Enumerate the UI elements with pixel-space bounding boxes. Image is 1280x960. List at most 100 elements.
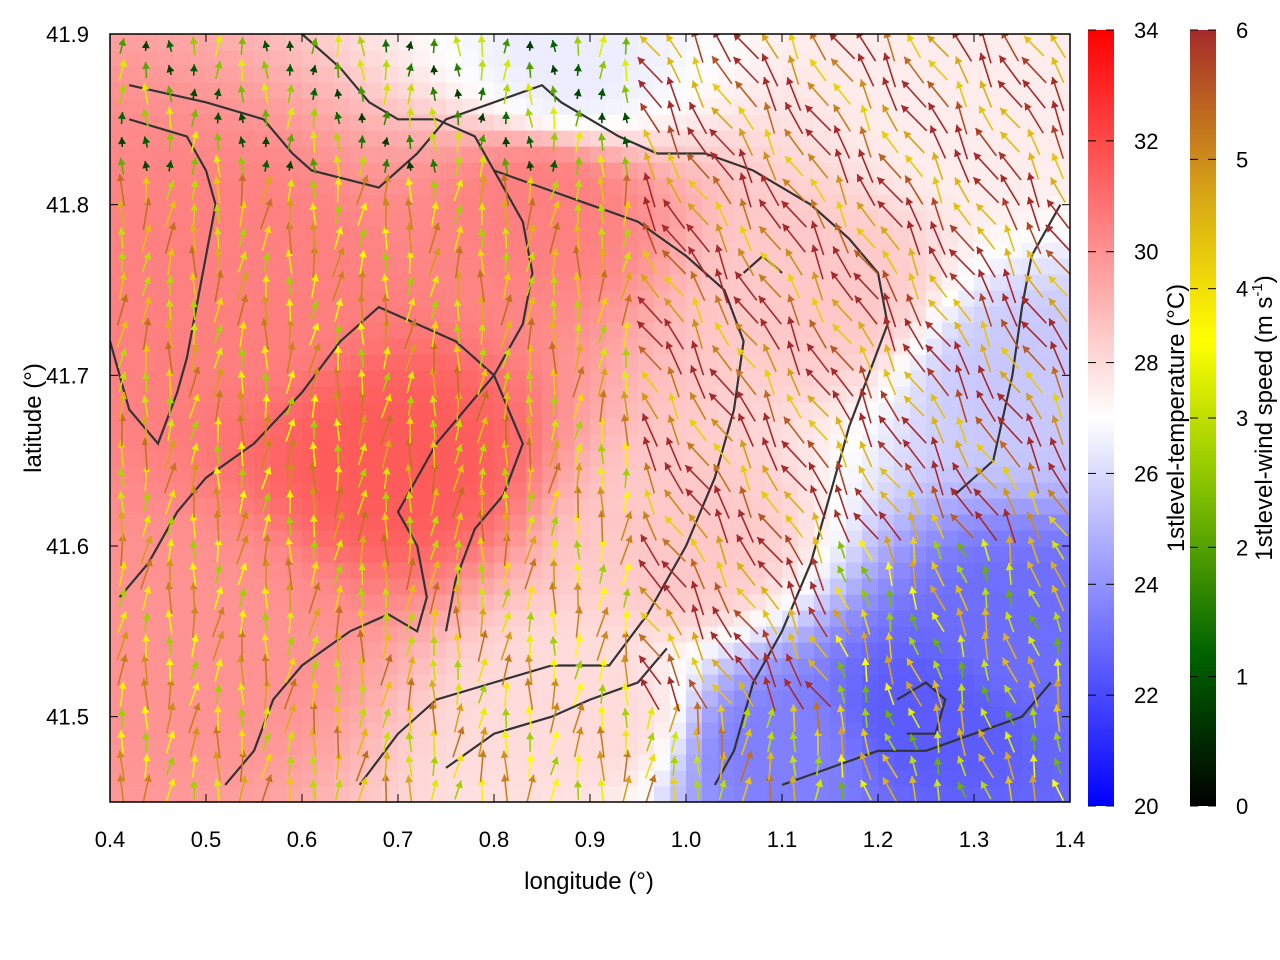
heatmap-cell — [702, 210, 719, 227]
heatmap-cell — [702, 338, 719, 355]
heatmap-cell — [174, 194, 191, 211]
heatmap-cell — [510, 466, 527, 483]
heatmap-cell — [910, 194, 927, 211]
heatmap-cell — [878, 210, 895, 227]
heatmap-cell — [366, 258, 383, 275]
heatmap-cell — [942, 530, 959, 547]
heatmap-cell — [1038, 482, 1055, 499]
heatmap-cell — [558, 322, 575, 339]
heatmap-cell — [270, 34, 287, 51]
heatmap-cell — [318, 658, 335, 675]
heatmap-cell — [910, 386, 927, 403]
heatmap-cell — [110, 98, 127, 115]
heatmap-cell — [558, 690, 575, 707]
heatmap-cell — [414, 130, 431, 147]
heatmap-cell — [974, 98, 991, 115]
heatmap-cell — [286, 50, 303, 67]
heatmap-cell — [462, 466, 479, 483]
heatmap-cell — [542, 690, 559, 707]
heatmap-cell — [366, 770, 383, 787]
heatmap-cell — [606, 546, 623, 563]
heatmap-cell — [174, 162, 191, 179]
heatmap-cell — [462, 34, 479, 51]
heatmap-cell — [590, 498, 607, 515]
heatmap-cell — [910, 130, 927, 147]
heatmap-cell — [414, 738, 431, 755]
heatmap-cell — [126, 130, 143, 147]
heatmap-cell — [270, 562, 287, 579]
heatmap-cell — [254, 50, 271, 67]
heatmap-cell — [926, 306, 943, 323]
heatmap-cell — [894, 434, 911, 451]
heatmap-cell — [526, 738, 543, 755]
heatmap-cell — [1038, 258, 1055, 275]
heatmap-cell — [206, 50, 223, 67]
heatmap-cell — [510, 178, 527, 195]
heatmap-cell — [302, 690, 319, 707]
heatmap-cell — [126, 674, 143, 691]
heatmap-cell — [974, 210, 991, 227]
wind-arrow — [141, 275, 151, 297]
heatmap-cell — [814, 50, 831, 67]
heatmap-cell — [350, 162, 367, 179]
heatmap-cell — [654, 690, 671, 707]
wind-arrow — [165, 756, 175, 776]
heatmap-cell — [350, 50, 367, 67]
heatmap-cell — [462, 338, 479, 355]
wind-arrow — [117, 157, 126, 175]
heatmap-cell — [750, 610, 767, 627]
heatmap-cell — [526, 466, 543, 483]
heatmap-cell — [750, 146, 767, 163]
heatmap-cell — [750, 130, 767, 147]
heatmap-cell — [510, 754, 527, 771]
heatmap-cell — [670, 50, 687, 67]
heatmap-cell — [846, 674, 863, 691]
heatmap-cell — [142, 450, 159, 467]
heatmap-cell — [510, 738, 527, 755]
heatmap-cell — [558, 34, 575, 51]
heatmap-cell — [622, 738, 639, 755]
heatmap-cell — [270, 594, 287, 611]
heatmap-cell — [286, 306, 303, 323]
heatmap-cell — [958, 114, 975, 131]
heatmap-cell — [206, 738, 223, 755]
heatmap-cell — [366, 658, 383, 675]
heatmap-cell — [318, 690, 335, 707]
heatmap-cell — [318, 338, 335, 355]
heatmap-cell — [670, 786, 687, 802]
heatmap-cell — [622, 242, 639, 259]
heatmap-cell — [510, 530, 527, 547]
heatmap-cell — [414, 594, 431, 611]
heatmap-cell — [222, 562, 239, 579]
heatmap-cell — [398, 690, 415, 707]
heatmap-cell — [1022, 242, 1039, 259]
heatmap-cell — [414, 466, 431, 483]
heatmap-cell — [974, 642, 991, 659]
heatmap-cell — [830, 690, 847, 707]
heatmap-cell — [894, 562, 911, 579]
heatmap-cell — [446, 450, 463, 467]
heatmap-cell — [414, 690, 431, 707]
heatmap-cell — [766, 194, 783, 211]
contour-line — [118, 305, 524, 632]
temperature-colorbar — [1088, 30, 1114, 806]
wind-arrow — [142, 515, 151, 537]
heatmap-cell — [254, 498, 271, 515]
heatmap-cell — [222, 322, 239, 339]
heatmap-cell — [574, 98, 591, 115]
heatmap-cell — [958, 770, 975, 787]
wind-arrow — [141, 371, 150, 393]
heatmap-cell — [510, 514, 527, 531]
heatmap-cell — [1054, 690, 1070, 707]
heatmap-cell — [126, 690, 143, 707]
wind-arrow — [117, 199, 125, 229]
heatmap-cell — [334, 402, 351, 419]
heatmap-cell — [846, 642, 863, 659]
heatmap-cell — [414, 626, 431, 643]
heatmap-cell — [542, 50, 559, 67]
heatmap-cell — [1038, 610, 1055, 627]
heatmap-cell — [110, 786, 127, 802]
heatmap-cell — [318, 722, 335, 739]
heatmap-cell — [318, 610, 335, 627]
heatmap-cell — [414, 82, 431, 99]
